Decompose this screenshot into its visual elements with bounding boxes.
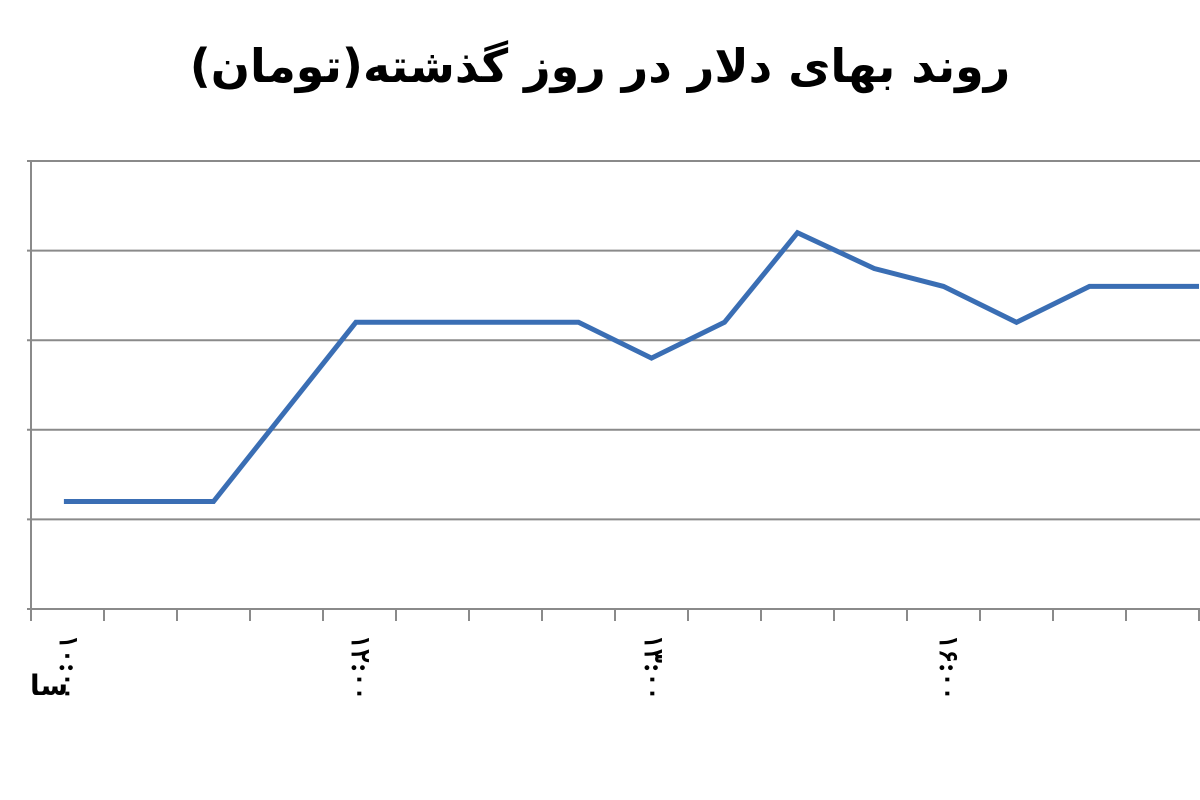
x-axis-ticks	[103, 609, 1200, 621]
data-point	[355, 322, 356, 323]
x-edge-label: سا	[30, 669, 68, 702]
x-tick-label: ۱۲:۰۰	[345, 635, 375, 700]
data-point	[797, 232, 798, 233]
x-tick-label: ۱۰:۰۰	[53, 635, 83, 700]
data-point	[1199, 286, 1200, 287]
data-point	[578, 322, 579, 323]
x-tick-label: ۱۶:۰۰	[933, 635, 963, 700]
data-point	[724, 322, 725, 323]
axes	[27, 161, 1200, 621]
series-layer	[63, 229, 1200, 504]
series-line	[63, 229, 1199, 504]
data-point	[651, 358, 652, 359]
data-point	[943, 286, 944, 287]
chart-title: روند بهای دلار در روز گذشته(تومان)	[190, 39, 1010, 93]
data-point	[213, 501, 214, 502]
x-axis-tick-labels: ۱۰:۰۰ ۱۲:۰۰ ۱۳:۰۰ ۱۶:۰۰ سا	[30, 635, 963, 702]
x-tick-label: ۱۳:۰۰	[638, 635, 668, 700]
data-point	[1089, 286, 1090, 287]
data-point	[874, 268, 875, 269]
data-point	[63, 501, 64, 502]
data-point	[1016, 322, 1017, 323]
